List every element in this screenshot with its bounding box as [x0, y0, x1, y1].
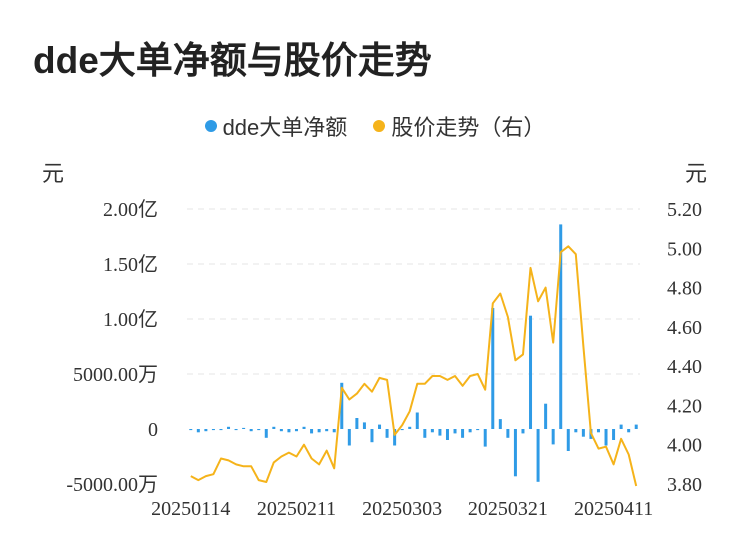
- dde-bar: [340, 382, 344, 429]
- dde-bar: [521, 429, 525, 434]
- dde-bar: [536, 429, 540, 482]
- dde-bar: [242, 427, 246, 429]
- dde-bar: [513, 429, 517, 477]
- dde-bar: [385, 429, 389, 438]
- dde-bar: [264, 429, 268, 438]
- dde-bar: [619, 424, 623, 429]
- dde-bar: [211, 429, 215, 431]
- dde-bar: [415, 412, 419, 429]
- dde-bar: [355, 418, 359, 429]
- dde-bar: [279, 429, 283, 432]
- dde-bar: [506, 429, 510, 438]
- dde-bar: [317, 429, 321, 433]
- dde-bar: [234, 429, 238, 431]
- dde-bar: [468, 429, 472, 433]
- y-left-tick-label: 1.00亿: [103, 308, 158, 331]
- legend-label-price: 股价走势（右）: [391, 115, 546, 140]
- y-right-tick-label: 5.20: [667, 199, 702, 221]
- y-right-tick-label: 3.80: [667, 474, 702, 496]
- y-left-tick-label: 1.50亿: [103, 253, 158, 276]
- dde-bar: [302, 426, 306, 429]
- dde-bar: [430, 429, 434, 433]
- x-tick-label: 20250411: [574, 498, 653, 520]
- dde-bar: [332, 429, 336, 433]
- x-tick-label: 20250211: [257, 498, 336, 520]
- dde-bar: [310, 429, 314, 434]
- dde-bar: [272, 426, 276, 429]
- legend-dot-price: [373, 120, 386, 132]
- dde-bar: [325, 429, 329, 432]
- chart-title: dde大单净额与股价走势: [33, 40, 432, 81]
- dde-bar: [461, 429, 465, 438]
- dde-bar: [529, 315, 533, 429]
- dde-bar: [566, 429, 570, 451]
- dde-bar: [453, 429, 457, 434]
- legend-dot-dde: [204, 120, 217, 132]
- dde-bar: [423, 429, 427, 438]
- legend-label-dde: dde大单净额: [222, 115, 348, 140]
- dde-bar: [634, 424, 638, 429]
- dde-bar: [551, 429, 555, 445]
- dde-bar: [559, 224, 563, 429]
- legend-item-price[interactable]: 股价走势（右）: [373, 110, 545, 142]
- dde-bar: [498, 419, 502, 429]
- y-right-tick-label: 4.20: [667, 395, 702, 417]
- y-left-tick-label: 0: [148, 419, 158, 441]
- dde-bar: [204, 429, 208, 432]
- dde-bar: [189, 429, 193, 431]
- dde-bar: [378, 424, 382, 429]
- dde-bar: [483, 429, 487, 447]
- dde-bar: [408, 426, 412, 429]
- dde-bar: [196, 429, 200, 433]
- price-line: [190, 245, 638, 487]
- dde-bar: [257, 429, 261, 431]
- dde-bar: [604, 429, 608, 446]
- dde-bar: [544, 403, 548, 429]
- dde-bar: [362, 422, 366, 429]
- dde-bar: [227, 426, 231, 429]
- x-tick-label: 20250303: [362, 498, 442, 520]
- dde-bar: [445, 429, 449, 440]
- dde-bar: [249, 429, 253, 432]
- dde-bar: [438, 429, 442, 436]
- right-axis-unit: 元: [685, 161, 708, 186]
- y-right-tick-label: 4.40: [667, 356, 702, 378]
- dde-bar: [612, 429, 616, 440]
- left-axis-unit: 元: [42, 161, 65, 186]
- dde-bar: [476, 429, 480, 431]
- dde-bar: [400, 429, 404, 431]
- dde-bar: [574, 429, 578, 433]
- x-tick-label: 20250321: [468, 498, 548, 520]
- y-right-tick-label: 4.60: [667, 317, 702, 339]
- dde-bar: [596, 429, 600, 433]
- dde-bar: [294, 429, 298, 432]
- dde-bar: [287, 429, 291, 433]
- y-left-tick-label: 2.00亿: [103, 198, 158, 221]
- dde-bar: [627, 429, 631, 433]
- x-tick-label: 20250114: [151, 498, 230, 520]
- y-right-tick-label: 4.80: [667, 278, 702, 300]
- dde-bar: [393, 429, 397, 446]
- dde-bar: [581, 429, 585, 437]
- dde-bar: [347, 429, 351, 446]
- legend-item-dde[interactable]: dde大单净额: [204, 110, 348, 142]
- y-right-tick-label: 4.00: [667, 435, 702, 457]
- y-left-tick-label: -5000.00万: [66, 474, 158, 496]
- dde-bar: [219, 429, 223, 431]
- y-left-tick-label: 5000.00万: [73, 364, 158, 386]
- dde-bar: [370, 429, 374, 443]
- legend: dde大单净额 股价走势（右）: [0, 110, 750, 142]
- dde-bar: [491, 308, 495, 429]
- y-right-tick-label: 5.00: [667, 238, 702, 260]
